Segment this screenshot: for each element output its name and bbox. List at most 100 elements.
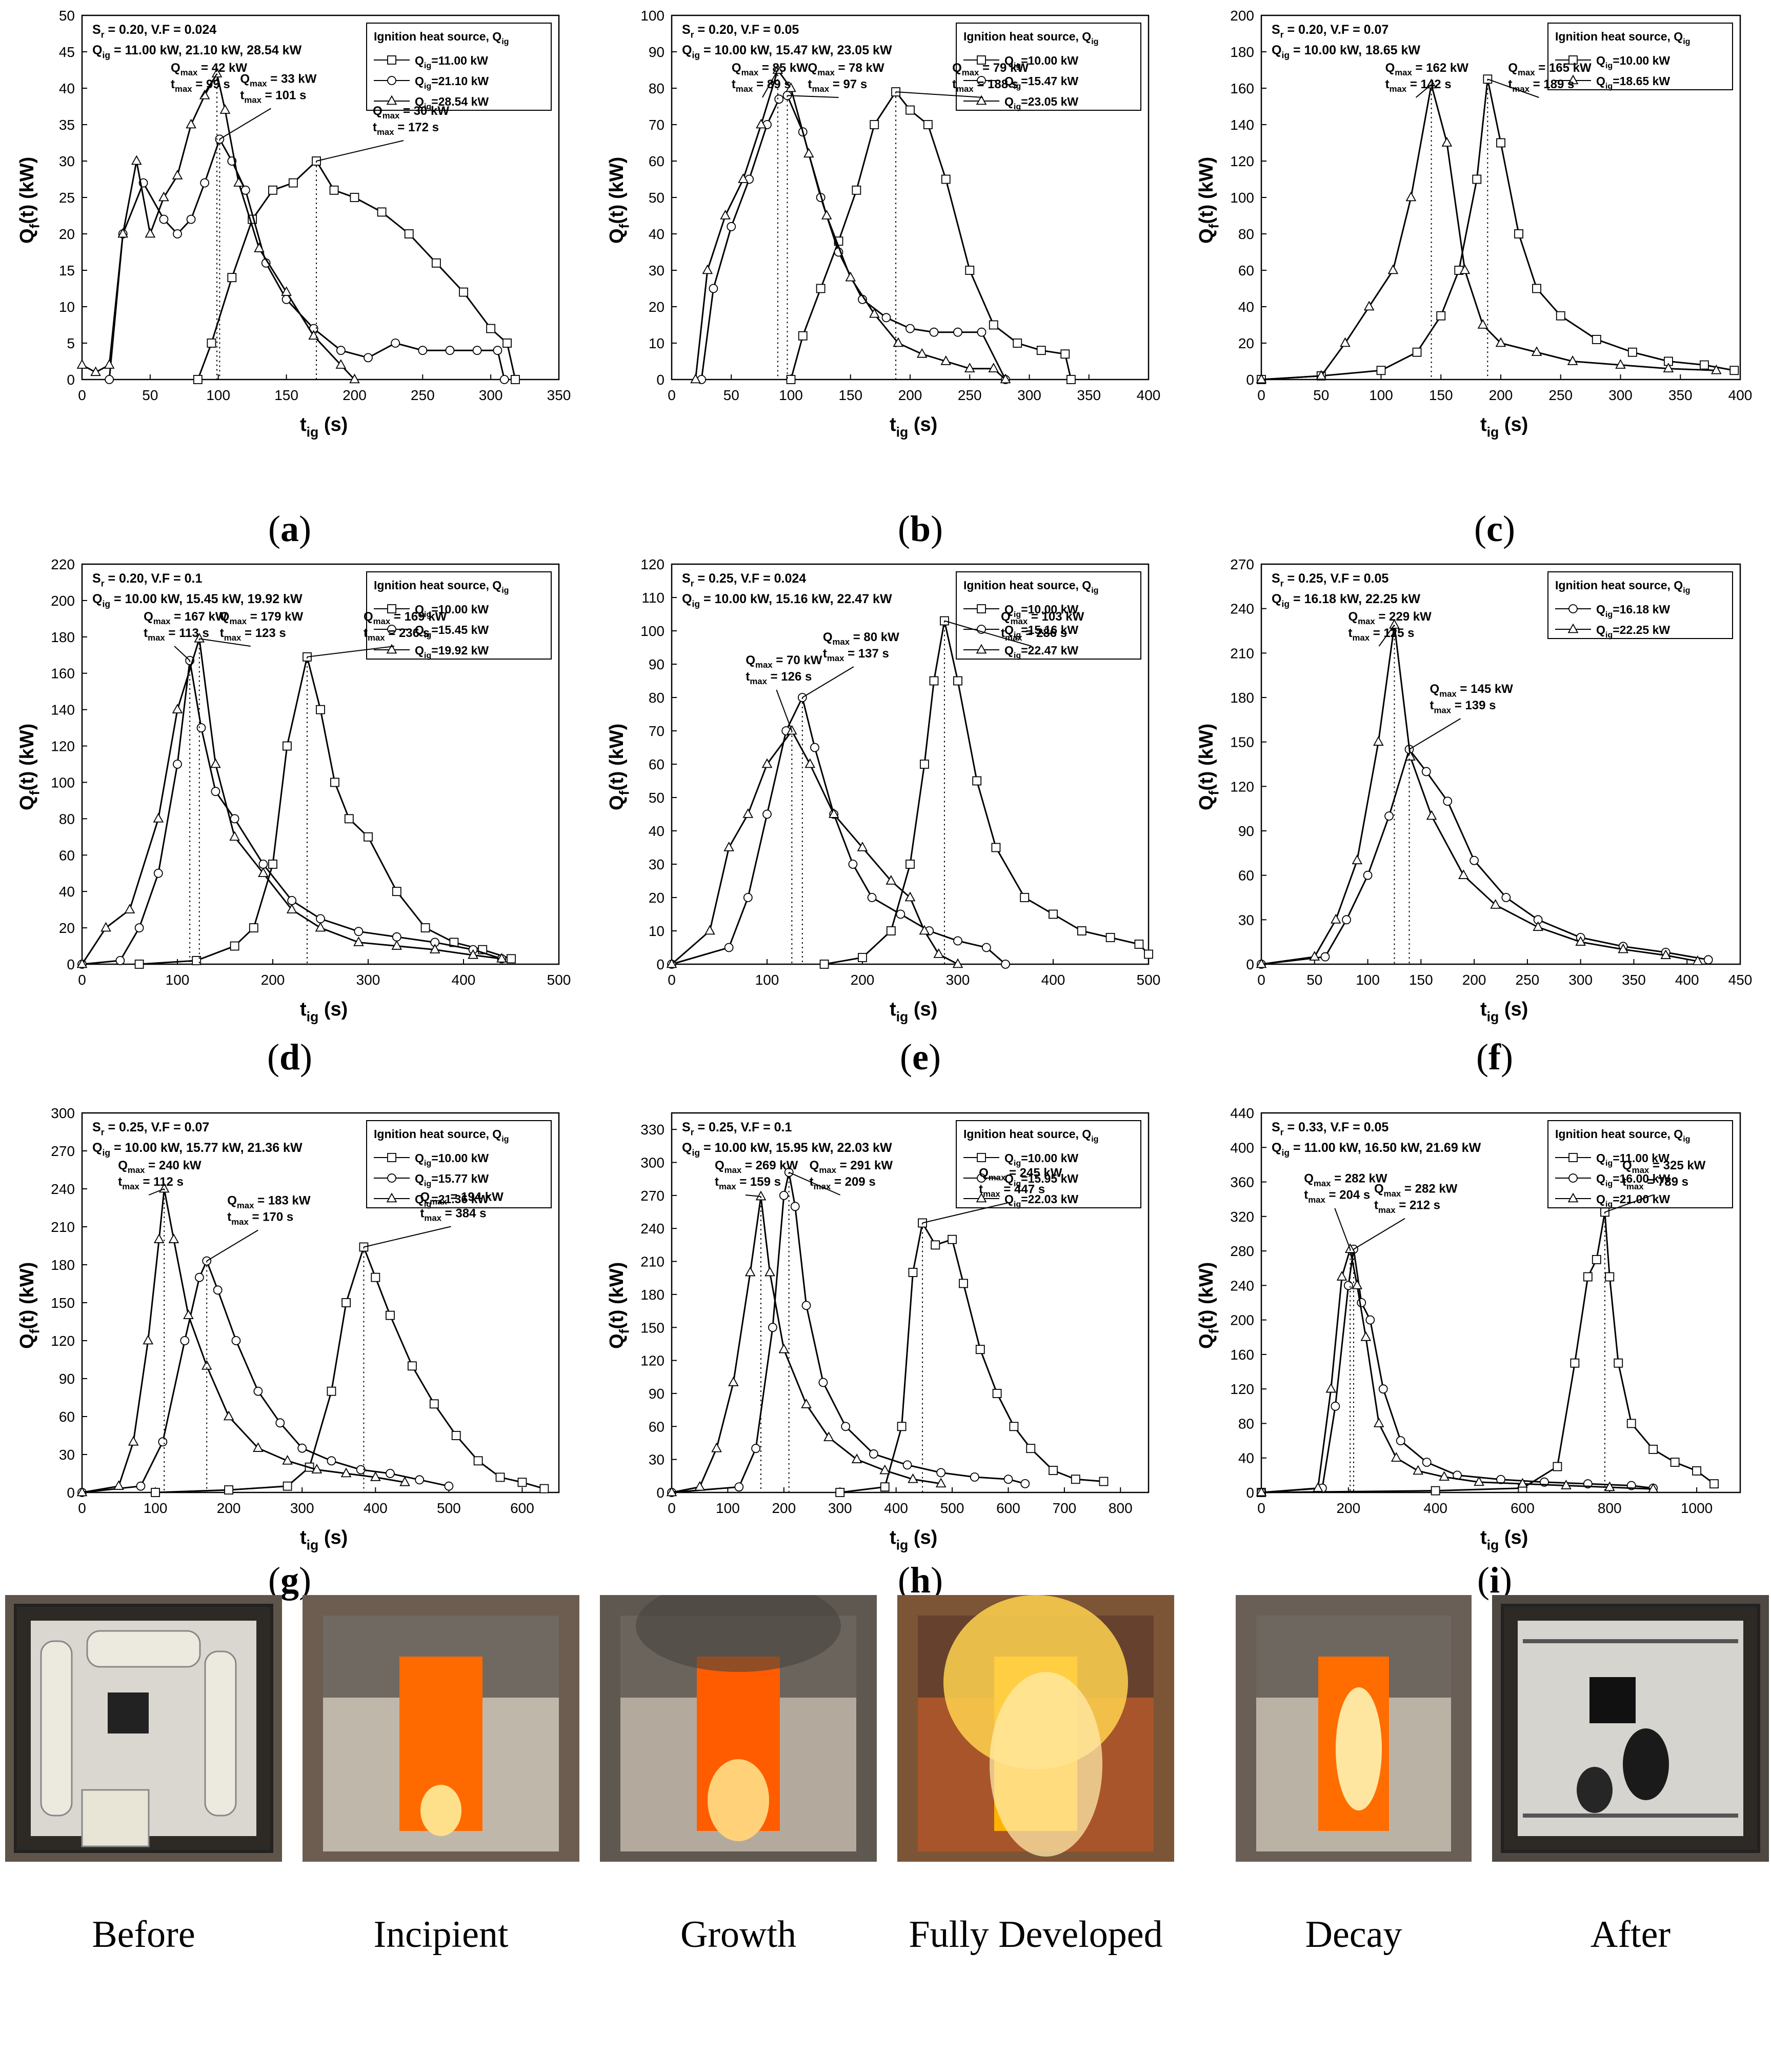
data-point (253, 1442, 264, 1452)
vent-opening (108, 1692, 149, 1734)
annotation-qmax: Qmax​ = 291 kW (810, 1159, 893, 1175)
data-point (988, 363, 999, 372)
data-point (743, 893, 753, 902)
y-tick-label: 100 (1230, 190, 1254, 206)
series-line (1261, 1212, 1715, 1493)
data-point (1592, 335, 1601, 344)
y-tick-label: 270 (640, 1188, 665, 1204)
legend-box (1547, 23, 1733, 90)
x-tick-label: 350 (1622, 972, 1646, 988)
data-point (1700, 360, 1709, 370)
annotation-tmax: tmax​ = 126 s (746, 670, 812, 686)
series-circle (667, 1167, 1030, 1497)
data-point (953, 327, 962, 337)
annotation-tmax: tmax​ = 112 s (118, 1175, 184, 1191)
caption-growth: Growth (680, 1914, 797, 1956)
data-point (287, 896, 297, 905)
flame (708, 1759, 769, 1841)
y-axis-label: Qf​(t) (kW) (606, 157, 632, 244)
data-point (418, 346, 428, 355)
data-point (76, 359, 88, 369)
x-tick-label: 300 (356, 972, 380, 988)
data-point (128, 1436, 139, 1446)
chart-info-line1: Sr​ = 0.25, V.F = 0.024 (682, 571, 806, 589)
annotation-tmax: tmax​ = 236 s (364, 626, 430, 643)
x-tick-label: 400 (1423, 1500, 1447, 1516)
annotation-arrow (1487, 78, 1539, 98)
data-point (1049, 1466, 1058, 1476)
data-point (972, 776, 982, 786)
data-point (230, 814, 239, 824)
data-point (711, 1442, 722, 1452)
data-point (370, 1471, 381, 1481)
x-tick-label: 0 (1257, 972, 1265, 988)
data-point (1325, 1383, 1337, 1393)
chart-info-line2: Qig​ = 16.18 kW, 22.25 kW (1272, 592, 1420, 609)
data-point (959, 1279, 968, 1288)
data-point (473, 1456, 483, 1466)
data-point (186, 214, 196, 224)
chart-info-line2: Qig​ = 10.00 kW, 15.47 kW, 23.05 kW (682, 43, 892, 61)
data-point (869, 308, 880, 318)
chart-panel-d: 0 100 200 300 400 500 0 20 40 60 80 100 120 140 160 180… (0, 549, 590, 1098)
data-point (288, 178, 298, 188)
data-point (353, 936, 364, 946)
data-point (940, 355, 952, 365)
data-point (1647, 1483, 1659, 1493)
y-tick-label: 90 (1238, 823, 1254, 839)
data-point (371, 1272, 380, 1282)
x-tick-label: 700 (1053, 1500, 1077, 1516)
annotation-qmax: Qmax​ = 80 kW (823, 630, 899, 647)
data-point (845, 271, 856, 282)
chart-panel-i: 0 200 400 600 800 1000 0 40 80 120 160 200 240 280 320… (1179, 1098, 1771, 1610)
legend-marker (977, 604, 986, 613)
data-point (315, 922, 326, 932)
y-tick-label: 180 (51, 629, 75, 645)
y-tick-label: 40 (649, 823, 665, 839)
data-point (786, 375, 796, 384)
annotation-arrow (789, 1171, 841, 1196)
panel-letter: (i) (1477, 1560, 1512, 1601)
y-tick-label: 80 (1238, 226, 1254, 242)
data-point (991, 843, 1001, 852)
data-point (1405, 191, 1417, 202)
x-tick-label: 200 (772, 1500, 796, 1516)
legend-label: Qig​=22.03 kW (1004, 1192, 1078, 1209)
legend-title: Ignition heat source, Qig​ (374, 579, 509, 595)
data-point (1501, 893, 1511, 902)
x-tick-label: 50 (1306, 972, 1322, 988)
data-point (158, 1437, 168, 1447)
series-line (155, 1244, 545, 1493)
data-point (327, 1386, 336, 1396)
vent-opening (1589, 1677, 1636, 1723)
data-point (1604, 1481, 1615, 1491)
data-point (151, 1488, 160, 1497)
y-tick-label: 240 (51, 1181, 75, 1197)
series-line (82, 1188, 405, 1493)
data-point (281, 286, 292, 296)
chart-panel-f: 0 50 100 150 200 250 300 350 400 450 0 30 60 90 120 150… (1179, 549, 1771, 1098)
annotation-tmax: tmax​ = 99 s (171, 77, 230, 94)
series-square (786, 87, 1076, 384)
y-tick-label: 320 (1230, 1209, 1254, 1225)
annotation-arrow (922, 1202, 1010, 1224)
data-point (851, 1453, 862, 1463)
x-tick-label: 250 (1548, 387, 1573, 403)
paper-roll (40, 1640, 73, 1817)
series-line (1261, 1249, 1654, 1493)
data-point (964, 363, 975, 372)
legend-marker (976, 95, 987, 105)
data-point (1443, 796, 1453, 806)
data-point (316, 705, 325, 714)
data-point (920, 760, 929, 769)
data-point (207, 338, 216, 348)
y-tick-label: 90 (649, 656, 665, 672)
series-square (151, 1242, 549, 1497)
data-point (916, 348, 928, 358)
data-point (709, 284, 718, 293)
data-point (335, 359, 347, 369)
data-point (801, 1301, 811, 1310)
x-axis-label: tig​ (s) (300, 1527, 348, 1552)
annotation-tmax: tmax​ = 97 s (808, 77, 868, 94)
annotation-arrow (206, 1229, 258, 1262)
